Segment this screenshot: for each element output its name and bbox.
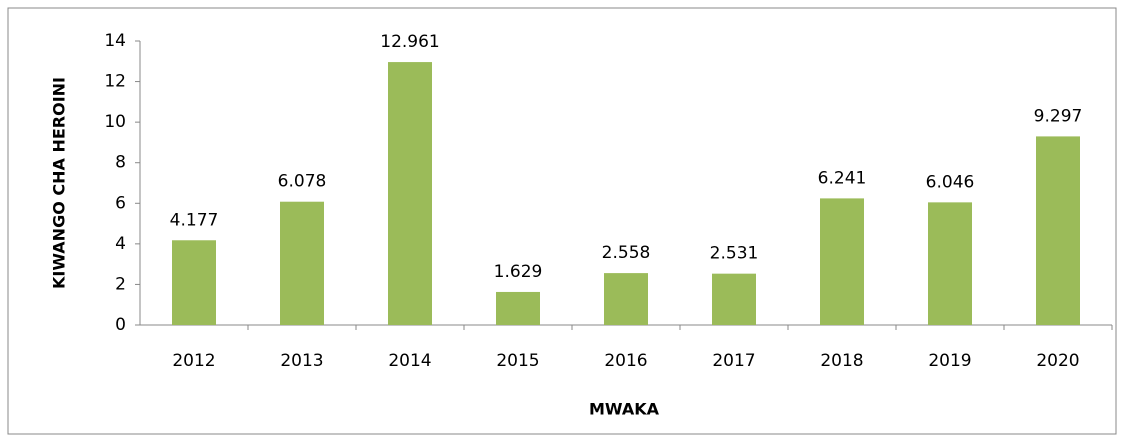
x-tick-label: 2019 bbox=[928, 351, 971, 371]
x-tick-label: 2017 bbox=[712, 351, 755, 371]
bar bbox=[1036, 136, 1080, 325]
bar bbox=[820, 198, 864, 325]
x-tick-label: 2014 bbox=[388, 351, 431, 371]
bar bbox=[496, 291, 540, 325]
y-tick-label: 14 bbox=[104, 31, 126, 51]
bar bbox=[604, 273, 648, 325]
bar bbox=[712, 273, 756, 325]
bar bbox=[928, 202, 972, 325]
y-tick-label: 10 bbox=[104, 112, 126, 132]
bar bbox=[280, 201, 324, 325]
y-tick-label: 0 bbox=[115, 315, 126, 335]
data-label: 6.046 bbox=[926, 172, 975, 192]
x-axis-title: MWAKA bbox=[589, 400, 660, 419]
data-label: 2.531 bbox=[710, 244, 759, 264]
x-tick-label: 2016 bbox=[604, 351, 647, 371]
data-label: 2.558 bbox=[602, 243, 651, 263]
x-tick-label: 2020 bbox=[1036, 351, 1079, 371]
y-axis-title: KIWANGO CHA HEROINI bbox=[50, 77, 69, 289]
bar bbox=[172, 240, 216, 325]
y-tick-label: 6 bbox=[115, 193, 126, 213]
x-tick-label: 2018 bbox=[820, 351, 863, 371]
data-label: 4.177 bbox=[170, 210, 219, 230]
data-label: 6.078 bbox=[278, 172, 327, 192]
data-label: 12.961 bbox=[380, 32, 439, 52]
x-tick-label: 2013 bbox=[280, 351, 323, 371]
y-tick-label: 2 bbox=[115, 274, 126, 294]
data-label: 1.629 bbox=[494, 262, 543, 282]
x-tick-label: 2012 bbox=[172, 351, 215, 371]
data-label: 6.241 bbox=[818, 168, 867, 188]
y-tick-label: 8 bbox=[115, 153, 126, 173]
bar bbox=[388, 62, 432, 326]
data-label: 9.297 bbox=[1034, 106, 1083, 126]
y-tick-label: 12 bbox=[104, 72, 126, 92]
y-tick-label: 4 bbox=[115, 234, 126, 254]
x-tick-label: 2015 bbox=[496, 351, 539, 371]
